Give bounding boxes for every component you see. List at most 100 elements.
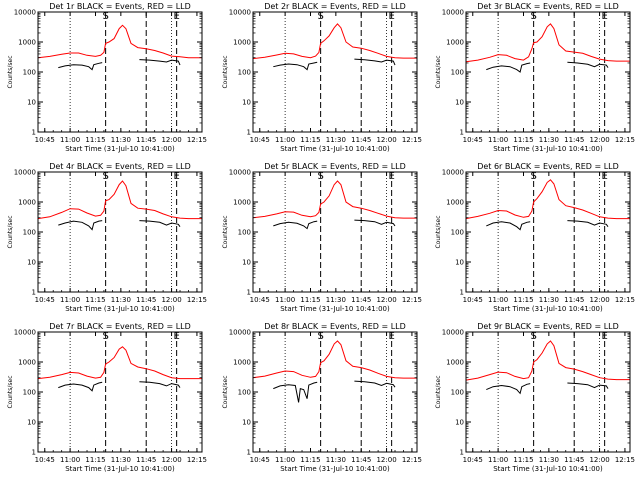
- events-series-line: [273, 220, 318, 230]
- y-axis-label: Counts/sec: [222, 375, 229, 408]
- x-tick-label: 11:15: [513, 136, 533, 144]
- lld-series-line: [465, 340, 630, 381]
- y-tick-label: 1000: [18, 39, 36, 47]
- y-axis-label: Counts/sec: [435, 55, 442, 88]
- x-axis-label: Start Time (31-Jul-10 10:41:00): [493, 465, 603, 473]
- end-marker-label: E: [388, 171, 394, 182]
- start-marker-label: S: [317, 331, 323, 342]
- x-tick-label: 12:00: [589, 456, 609, 464]
- lld-series-line: [465, 179, 630, 220]
- plot-frame: [465, 331, 631, 453]
- x-tick-label: 12:15: [187, 296, 207, 304]
- events-series-line: [273, 381, 318, 403]
- y-tick-label: 10: [242, 99, 251, 107]
- y-tick-label: 100: [23, 69, 36, 77]
- y-axis-label: Counts/sec: [7, 55, 14, 88]
- events-series-line: [58, 62, 103, 71]
- panel-title: Det 6r BLACK = Events, RED = LLD: [477, 162, 619, 171]
- events-series-line: [273, 61, 318, 71]
- plot-frame: [37, 171, 203, 293]
- events-series-line: [486, 62, 531, 73]
- x-tick-label: 11:45: [351, 136, 371, 144]
- x-tick-label: 11:30: [539, 296, 559, 304]
- y-tick-label: 1000: [233, 199, 251, 207]
- y-tick-label: 1: [460, 289, 464, 297]
- start-marker-label: S: [102, 171, 108, 182]
- x-tick-label: 11:45: [564, 136, 584, 144]
- y-tick-label: 10: [455, 419, 464, 427]
- y-tick-label: 1000: [446, 199, 464, 207]
- x-axis-label: Start Time (31-Jul-10 10:41:00): [280, 145, 390, 153]
- y-tick-label: 10: [455, 99, 464, 107]
- y-tick-label: 10: [27, 99, 36, 107]
- y-tick-label: 10000: [14, 329, 36, 337]
- x-axis-label: Start Time (31-Jul-10 10:41:00): [65, 465, 175, 473]
- x-tick-label: 10:45: [463, 136, 483, 144]
- start-marker-label: S: [530, 331, 536, 342]
- x-tick-label: 11:30: [111, 456, 131, 464]
- events-series-line: [58, 381, 103, 392]
- y-tick-label: 10: [27, 419, 36, 427]
- x-tick-label: 11:30: [326, 456, 346, 464]
- end-marker-label: E: [173, 11, 179, 22]
- plot-frame: [252, 11, 418, 133]
- events-series-line: [567, 61, 609, 68]
- y-tick-label: 10: [455, 259, 464, 267]
- x-axis-label: Start Time (31-Jul-10 10:41:00): [280, 305, 390, 313]
- plot-frame: [37, 11, 203, 133]
- y-tick-label: 1000: [18, 359, 36, 367]
- y-tick-label: 1: [247, 449, 251, 457]
- y-tick-label: 100: [451, 69, 464, 77]
- lld-series-line: [252, 340, 417, 379]
- events-series-line: [139, 381, 181, 388]
- y-tick-label: 1: [460, 129, 464, 137]
- x-tick-label: 11:00: [488, 456, 508, 464]
- y-tick-label: 10000: [229, 329, 251, 337]
- panel-title: Det 3r BLACK = Events, RED = LLD: [477, 2, 619, 11]
- x-tick-label: 11:30: [111, 136, 131, 144]
- events-series-line: [486, 383, 531, 395]
- y-tick-label: 10: [242, 259, 251, 267]
- x-tick-label: 11:45: [136, 456, 156, 464]
- panel-title: Det 2r BLACK = Events, RED = LLD: [264, 2, 406, 11]
- events-series-line: [354, 219, 396, 227]
- end-marker-label: E: [601, 171, 607, 182]
- panel-title: Det 1r BLACK = Events, RED = LLD: [49, 2, 191, 11]
- y-tick-label: 1000: [446, 359, 464, 367]
- panel-title: Det 8r BLACK = Events, RED = LLD: [264, 322, 406, 331]
- x-axis-label: Start Time (31-Jul-10 10:41:00): [280, 465, 390, 473]
- start-marker-label: S: [530, 171, 536, 182]
- events-series-line: [567, 382, 609, 389]
- plot-frame: [252, 171, 418, 293]
- y-tick-label: 1: [32, 449, 36, 457]
- x-axis-label: Start Time (31-Jul-10 10:41:00): [493, 305, 603, 313]
- y-tick-label: 10000: [229, 169, 251, 177]
- x-tick-label: 11:00: [275, 456, 295, 464]
- x-tick-label: 12:15: [402, 456, 422, 464]
- y-tick-label: 100: [451, 389, 464, 397]
- events-series-line: [139, 59, 181, 66]
- x-tick-label: 10:45: [250, 296, 270, 304]
- lld-series-line: [37, 180, 202, 220]
- y-tick-label: 10000: [14, 169, 36, 177]
- lld-series-line: [465, 23, 630, 63]
- x-tick-label: 11:00: [60, 136, 80, 144]
- start-marker-label: S: [102, 331, 108, 342]
- y-tick-label: 10000: [442, 9, 464, 17]
- y-tick-label: 100: [23, 229, 36, 237]
- panel-title: Det 9r BLACK = Events, RED = LLD: [477, 322, 619, 331]
- x-tick-label: 12:15: [402, 136, 422, 144]
- y-tick-label: 100: [451, 229, 464, 237]
- x-tick-label: 11:45: [351, 296, 371, 304]
- x-tick-label: 12:00: [376, 296, 396, 304]
- y-tick-label: 10000: [442, 169, 464, 177]
- x-tick-label: 12:00: [376, 456, 396, 464]
- x-tick-label: 12:00: [376, 136, 396, 144]
- x-tick-label: 11:15: [85, 136, 105, 144]
- y-axis-label: Counts/sec: [222, 55, 229, 88]
